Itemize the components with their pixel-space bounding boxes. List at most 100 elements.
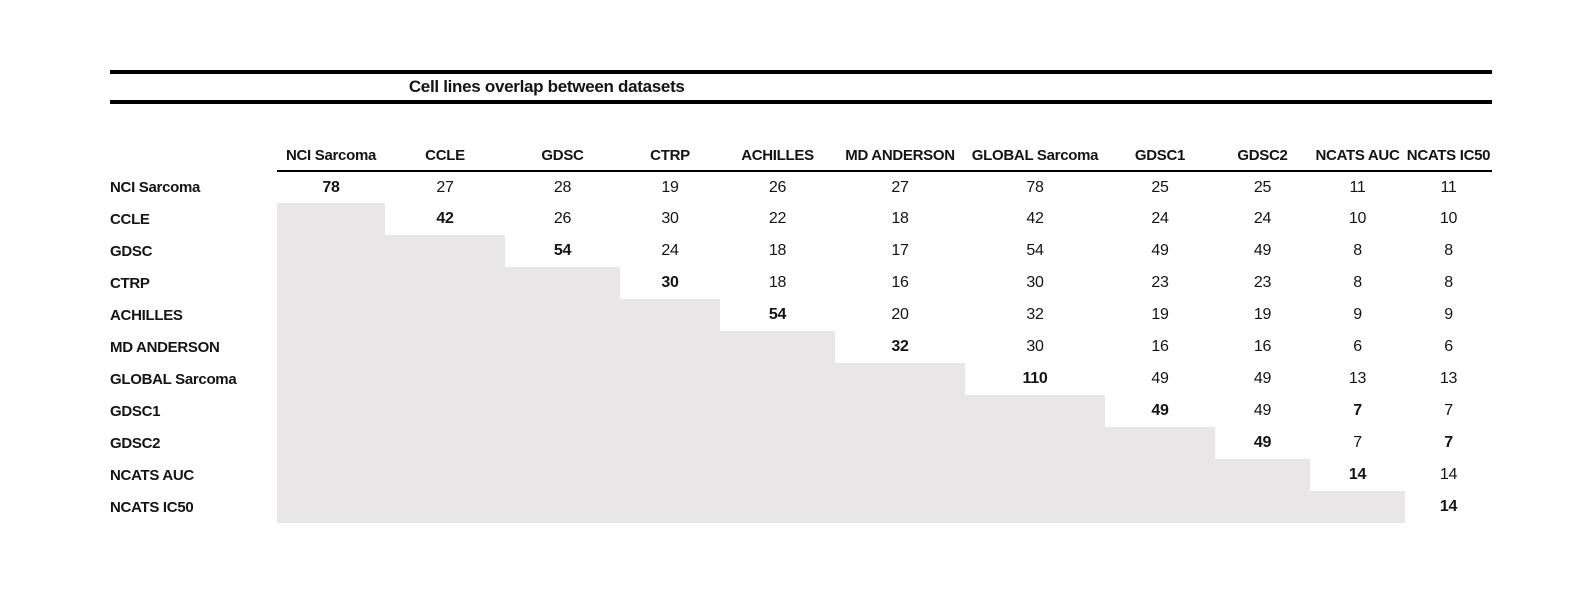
empty-cell: [385, 491, 505, 523]
matrix-cell: 18: [768, 242, 787, 259]
empty-cell: [965, 395, 1105, 427]
empty-cell: [277, 395, 385, 427]
row-label-gdsc1: GDSC1: [110, 402, 161, 420]
empty-cell: [277, 491, 385, 523]
matrix-cell: 8: [1444, 274, 1453, 291]
empty-cell: [385, 459, 505, 491]
empty-cell: [385, 395, 505, 427]
matrix-cell: 11: [1349, 178, 1366, 196]
empty-cell: [505, 267, 620, 299]
table-row-global-sarcoma: GLOBAL Sarcoma 110 49 49 13 13: [110, 363, 1492, 395]
matrix-cell: 16: [1253, 338, 1272, 355]
row-label-ccle: CCLE: [110, 210, 150, 228]
empty-cell: [1215, 491, 1310, 523]
overlap-figure: Cell lines overlap between datasets NCI …: [110, 70, 1492, 523]
column-header-achilles: ACHILLES: [720, 140, 835, 172]
column-header-ccle: CCLE: [385, 140, 505, 172]
table-row-ncats-auc: NCATS AUC 14 14: [110, 459, 1492, 491]
matrix-cell: 14: [1348, 466, 1367, 483]
empty-cell: [720, 395, 835, 427]
matrix-cell: 7: [1444, 402, 1453, 419]
matrix-cell: 49: [1253, 402, 1272, 419]
matrix-cell: 26: [553, 210, 572, 227]
matrix-cell: 30: [661, 210, 679, 227]
matrix-cell: 16: [891, 274, 909, 291]
matrix-cell: 32: [891, 338, 909, 355]
row-label-nci-sarcoma: NCI Sarcoma: [110, 178, 201, 196]
table-row-achilles: ACHILLES 54 20 32 19 19 9 9: [110, 299, 1492, 331]
matrix-cell: 25: [1151, 178, 1169, 196]
column-header-gdsc1: GDSC1: [1105, 140, 1215, 172]
matrix-cell: 23: [1151, 274, 1169, 291]
row-label-gdsc2: GDSC2: [110, 434, 161, 452]
empty-cell: [835, 395, 965, 427]
matrix-cell: 18: [768, 274, 787, 291]
matrix-cell: 23: [1253, 274, 1272, 291]
empty-cell: [505, 299, 620, 331]
empty-cell: [1105, 459, 1215, 491]
empty-cell: [1105, 427, 1215, 459]
matrix-cell: 30: [1026, 274, 1044, 291]
table-row-ccle: CCLE 42 26 30 22 18 42 24 24 10 10: [110, 203, 1492, 235]
matrix-cell: 9: [1353, 306, 1362, 323]
matrix-cell: 42: [1026, 210, 1044, 227]
matrix-cell: 10: [1348, 210, 1367, 227]
empty-cell: [965, 491, 1105, 523]
matrix-cell: 24: [661, 242, 679, 259]
column-header-md-anderson: MD ANDERSON: [835, 140, 965, 172]
matrix-cell: 49: [1151, 242, 1169, 259]
matrix-cell: 78: [1026, 178, 1044, 196]
matrix-cell: 27: [891, 178, 909, 196]
matrix-cell: 49: [1151, 402, 1169, 419]
row-label-gdsc: GDSC: [110, 242, 153, 260]
row-label-ncats-ic50: NCATS IC50: [110, 498, 194, 516]
matrix-cell: 26: [768, 178, 787, 196]
matrix-cell: 18: [891, 210, 909, 227]
matrix-cell: 19: [1253, 306, 1272, 323]
empty-cell: [965, 459, 1105, 491]
matrix-cell: 54: [768, 306, 787, 323]
matrix-cell: 27: [436, 178, 454, 196]
empty-cell: [385, 267, 505, 299]
empty-cell: [277, 235, 385, 267]
matrix-cell: 24: [1151, 210, 1169, 227]
matrix-cell: 8: [1353, 242, 1362, 259]
table-row-gdsc: GDSC 54 24 18 17 54 49 49 8 8: [110, 235, 1492, 267]
empty-cell: [277, 363, 385, 395]
empty-cell: [505, 363, 620, 395]
matrix-cell: 19: [661, 178, 679, 196]
empty-cell: [1310, 491, 1405, 523]
row-label-ncats-auc: NCATS AUC: [110, 466, 194, 484]
empty-cell: [505, 491, 620, 523]
figure-title: Cell lines overlap between datasets: [408, 77, 685, 96]
matrix-cell: 49: [1151, 370, 1169, 387]
row-label-md-anderson: MD ANDERSON: [110, 338, 220, 356]
column-header-global-sarcoma: GLOBAL Sarcoma: [965, 140, 1105, 172]
matrix-cell: 13: [1439, 370, 1458, 387]
row-label-ctrp: CTRP: [110, 274, 150, 292]
matrix-cell: 14: [1439, 498, 1458, 515]
empty-cell: [277, 267, 385, 299]
empty-cell: [720, 427, 835, 459]
table-row-nci-sarcoma: NCI Sarcoma 78 27 28 19 26 27 78 25 25 11 11: [110, 171, 1492, 203]
matrix-cell: 7: [1353, 434, 1362, 451]
matrix-cell: 49: [1253, 242, 1272, 259]
matrix-cell: 7: [1444, 434, 1453, 451]
table-row-gdsc1: GDSC1 49 49 7 7: [110, 395, 1492, 427]
empty-cell: [835, 491, 965, 523]
matrix-cell: 54: [1026, 242, 1044, 259]
matrix-cell: 78: [322, 178, 340, 196]
title-band: Cell lines overlap between datasets: [110, 70, 1492, 104]
empty-cell: [620, 299, 720, 331]
matrix-cell: 25: [1253, 178, 1272, 196]
empty-cell: [720, 363, 835, 395]
matrix-cell: 10: [1439, 210, 1458, 227]
empty-cell: [277, 331, 385, 363]
matrix-cell: 7: [1353, 402, 1362, 419]
empty-cell: [385, 331, 505, 363]
empty-cell: [965, 427, 1105, 459]
empty-cell: [620, 395, 720, 427]
table-row-ncats-ic50: NCATS IC50 14: [110, 491, 1492, 523]
empty-cell: [1215, 459, 1310, 491]
table-row-md-anderson: MD ANDERSON 32 30 16 16 6 6: [110, 331, 1492, 363]
